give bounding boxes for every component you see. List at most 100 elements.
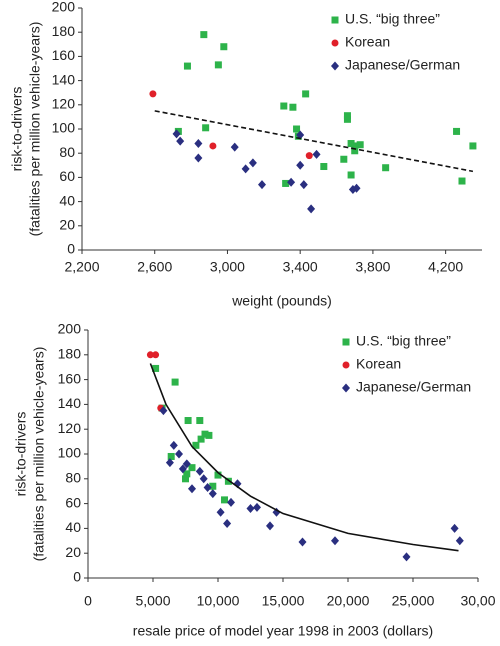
data-point bbox=[201, 430, 209, 438]
y-tick-label: 200 bbox=[52, 0, 76, 15]
data-point bbox=[209, 142, 217, 150]
legend-marker bbox=[342, 338, 350, 346]
data-point bbox=[195, 466, 204, 476]
data-point bbox=[248, 158, 257, 168]
data-point bbox=[347, 171, 355, 179]
y-tick-label: 60 bbox=[65, 494, 81, 510]
y-tick-label: 40 bbox=[65, 519, 81, 535]
data-point bbox=[146, 351, 154, 359]
y-tick-label: 60 bbox=[59, 168, 75, 184]
data-point bbox=[343, 112, 351, 120]
data-point bbox=[227, 497, 235, 507]
y-axis-title: risk-to-drivers bbox=[13, 412, 29, 497]
x-tick-label: 25,000 bbox=[392, 593, 435, 609]
data-point bbox=[188, 464, 196, 472]
x-tick-label: 30,00 bbox=[460, 593, 495, 609]
data-point bbox=[305, 152, 313, 160]
data-point bbox=[356, 141, 364, 149]
data-point bbox=[382, 164, 390, 172]
data-point bbox=[165, 458, 174, 468]
data-point bbox=[167, 452, 175, 460]
data-point bbox=[197, 435, 205, 443]
legend-label: Korean bbox=[345, 34, 390, 50]
legend-marker bbox=[331, 16, 339, 24]
y-tick-label: 120 bbox=[52, 96, 76, 112]
x-tick-label: 10,000 bbox=[197, 593, 240, 609]
legend-marker bbox=[342, 361, 350, 369]
data-point bbox=[453, 127, 461, 135]
y-tick-label: 100 bbox=[58, 445, 82, 461]
data-point bbox=[152, 364, 160, 372]
data-point bbox=[289, 103, 297, 111]
trend-line bbox=[154, 110, 474, 173]
data-point bbox=[343, 115, 351, 123]
y-tick-label: 180 bbox=[52, 23, 76, 39]
legend-label: Korean bbox=[356, 356, 401, 372]
data-point bbox=[298, 537, 307, 547]
x-tick-label: 5,000 bbox=[135, 593, 170, 609]
data-point bbox=[182, 475, 189, 483]
legend-label: U.S. “big three” bbox=[345, 11, 440, 27]
data-point bbox=[320, 163, 328, 171]
data-point bbox=[175, 449, 183, 459]
data-point bbox=[220, 43, 228, 51]
data-point bbox=[183, 470, 191, 478]
x-axis-title: resale price of model year 1998 in 2003 … bbox=[133, 623, 433, 639]
data-point bbox=[178, 464, 187, 474]
data-point bbox=[331, 536, 339, 546]
y-tick-label: 80 bbox=[65, 470, 81, 486]
data-point bbox=[208, 489, 217, 499]
y-axis-title: (fatalities per million vehicle-years) bbox=[31, 347, 47, 562]
legend-marker bbox=[331, 61, 339, 71]
data-point bbox=[205, 431, 213, 439]
y-tick-label: 80 bbox=[59, 144, 75, 160]
x-tick-label: 2,600 bbox=[137, 259, 172, 275]
data-point bbox=[192, 441, 200, 449]
data-point bbox=[287, 177, 296, 187]
data-point bbox=[340, 155, 348, 163]
trend-line bbox=[149, 363, 459, 552]
data-point bbox=[188, 484, 196, 494]
x-tick-label: 3,400 bbox=[283, 259, 318, 275]
data-point bbox=[241, 164, 250, 174]
data-point bbox=[200, 31, 208, 39]
x-tick-label: 3,800 bbox=[355, 259, 390, 275]
data-point bbox=[184, 417, 192, 425]
data-point bbox=[293, 125, 301, 133]
legend-marker bbox=[342, 383, 350, 393]
data-point bbox=[194, 153, 203, 163]
data-point bbox=[450, 523, 459, 533]
data-point bbox=[253, 502, 261, 512]
y-axis-title: (fatalities per million vehicle-years) bbox=[27, 22, 43, 237]
data-point bbox=[302, 90, 310, 98]
y-tick-label: 120 bbox=[58, 420, 82, 436]
data-point bbox=[402, 552, 411, 562]
data-point bbox=[282, 179, 290, 187]
x-tick-label: 3,000 bbox=[210, 259, 245, 275]
data-point bbox=[299, 180, 308, 190]
data-point bbox=[199, 474, 208, 484]
data-point bbox=[214, 61, 222, 69]
data-point bbox=[280, 102, 288, 110]
data-point bbox=[202, 124, 210, 132]
legend-label: Japanese/German bbox=[356, 379, 471, 395]
data-point bbox=[172, 129, 181, 139]
x-tick-label: 2,200 bbox=[64, 259, 99, 275]
chart: 0 20 40 60 80 100 120 140 160 180 200 0 5,000 10,000 1… bbox=[13, 321, 496, 639]
x-tick-label: 15,000 bbox=[262, 593, 305, 609]
y-tick-label: 160 bbox=[52, 47, 76, 63]
data-point bbox=[149, 90, 157, 98]
y-tick-label: 100 bbox=[52, 120, 76, 136]
data-point bbox=[230, 142, 239, 152]
chart: 0 20 40 60 80 100 120 140 160 180 200 2,200 2,600 3,0… bbox=[9, 0, 482, 309]
y-tick-label: 200 bbox=[58, 321, 82, 337]
data-point bbox=[258, 180, 266, 190]
data-point bbox=[312, 149, 321, 159]
y-tick-label: 140 bbox=[52, 71, 76, 87]
data-point bbox=[216, 507, 225, 517]
y-tick-label: 20 bbox=[59, 217, 75, 233]
data-point bbox=[183, 62, 191, 70]
data-point bbox=[224, 477, 232, 485]
data-point bbox=[296, 160, 305, 170]
